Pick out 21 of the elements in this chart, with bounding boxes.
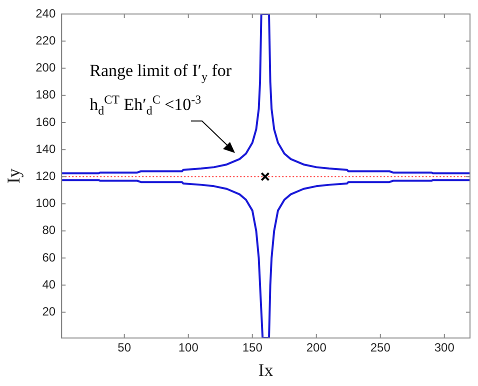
x-axis-title: Ix — [258, 360, 274, 380]
text: Range limit of I′$_{y}$ for h$_{d}$$^{CT}$ Eh′$_{d}$$^{C}$ <10$^{-3}$ — [90, 61, 232, 118]
x-tick-label: 100 — [178, 340, 199, 355]
y-axis-title: Iy — [4, 168, 24, 184]
x-tick-label: 50 — [118, 340, 132, 355]
x-tick-label: 250 — [370, 340, 391, 355]
y-tick-label: 200 — [36, 60, 56, 75]
y-tick-label: 40 — [42, 277, 56, 292]
y-tick-label: 120 — [36, 168, 56, 183]
y-tick-label: 160 — [36, 114, 56, 129]
x-tick-label: 200 — [306, 340, 327, 355]
y-tick-label: 80 — [42, 223, 56, 238]
x-tick-label: 150 — [242, 340, 263, 355]
y-tick-label: 60 — [42, 250, 56, 264]
y-tick-label: 220 — [36, 33, 56, 48]
y-tick-label: 20 — [42, 304, 56, 319]
y-tick-label: 180 — [36, 88, 56, 102]
y-tick-label: 100 — [36, 196, 56, 210]
y-tick-label: 140 — [36, 142, 56, 156]
x-tick-label: 300 — [434, 340, 455, 355]
y-tick-label: 240 — [36, 6, 56, 20]
